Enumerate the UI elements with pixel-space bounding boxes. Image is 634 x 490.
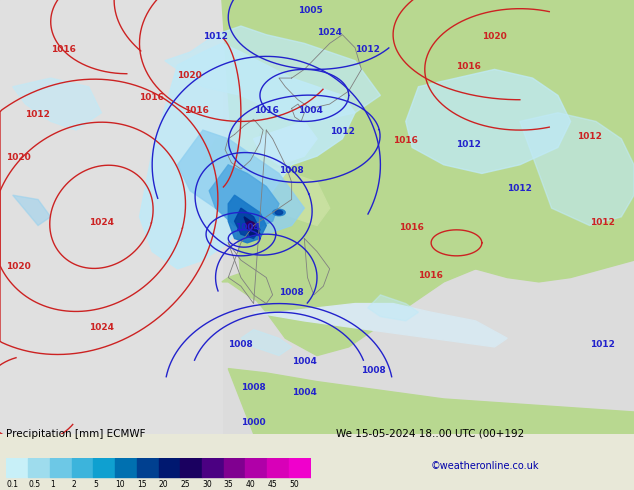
Text: 1024: 1024: [89, 322, 113, 332]
Text: 1008: 1008: [228, 340, 253, 349]
Polygon shape: [13, 195, 51, 225]
Text: 1004: 1004: [235, 223, 259, 232]
Text: 1008: 1008: [361, 366, 386, 375]
Bar: [72, 458, 93, 477]
Text: 1016: 1016: [418, 270, 443, 279]
Text: 1016: 1016: [51, 45, 75, 54]
Polygon shape: [165, 26, 380, 122]
Text: 1012: 1012: [577, 132, 602, 141]
Bar: [224, 458, 245, 477]
Text: 1020: 1020: [6, 262, 31, 271]
Text: 1012: 1012: [203, 32, 228, 41]
Polygon shape: [235, 208, 260, 239]
Polygon shape: [520, 113, 634, 225]
Text: 40: 40: [245, 480, 256, 489]
Text: 1020: 1020: [178, 71, 202, 80]
Ellipse shape: [273, 209, 285, 216]
Text: 25: 25: [180, 480, 190, 489]
Polygon shape: [279, 35, 361, 104]
Polygon shape: [178, 130, 304, 234]
Bar: [245, 458, 267, 477]
Text: 45: 45: [267, 480, 277, 489]
Text: 1020: 1020: [482, 32, 507, 41]
Bar: [137, 458, 158, 477]
Polygon shape: [203, 143, 228, 169]
Text: 1016: 1016: [139, 93, 164, 102]
Text: 1024: 1024: [317, 28, 342, 37]
Bar: [158, 458, 180, 477]
Bar: [28, 458, 50, 477]
Bar: [202, 458, 224, 477]
Text: 1016: 1016: [393, 136, 418, 145]
Polygon shape: [406, 70, 571, 173]
Text: Precipitation [mm] ECMWF: Precipitation [mm] ECMWF: [6, 429, 146, 439]
Text: 1016: 1016: [184, 106, 209, 115]
Text: 1004: 1004: [292, 357, 316, 366]
Ellipse shape: [246, 221, 255, 229]
Polygon shape: [139, 44, 355, 269]
Text: 1012: 1012: [330, 127, 354, 136]
Bar: [180, 458, 202, 477]
Polygon shape: [228, 195, 266, 243]
Polygon shape: [254, 122, 317, 165]
Polygon shape: [241, 330, 292, 356]
Text: 1000: 1000: [241, 418, 266, 427]
Text: 1008: 1008: [241, 383, 266, 392]
Text: 10: 10: [115, 480, 125, 489]
Polygon shape: [349, 260, 399, 312]
Text: 15: 15: [137, 480, 146, 489]
Bar: [6, 458, 28, 477]
Text: 1004: 1004: [292, 388, 316, 396]
Text: 0.5: 0.5: [28, 480, 40, 489]
Text: 5: 5: [93, 480, 98, 489]
Text: 1020: 1020: [6, 153, 31, 163]
Polygon shape: [254, 304, 507, 347]
Text: 1024: 1024: [89, 219, 113, 227]
Polygon shape: [368, 295, 418, 321]
Polygon shape: [412, 108, 634, 282]
Polygon shape: [222, 0, 634, 356]
Text: ©weatheronline.co.uk: ©weatheronline.co.uk: [431, 462, 540, 471]
Text: 1008: 1008: [279, 288, 304, 297]
Text: 1016: 1016: [399, 223, 424, 232]
Text: 1004: 1004: [298, 106, 323, 115]
Text: 1012: 1012: [355, 45, 380, 54]
Text: 50: 50: [289, 480, 299, 489]
Polygon shape: [254, 165, 330, 225]
Text: 20: 20: [158, 480, 168, 489]
Text: 1: 1: [50, 480, 55, 489]
Text: 1012: 1012: [590, 219, 614, 227]
Text: 1012: 1012: [456, 141, 481, 149]
Ellipse shape: [275, 210, 283, 215]
Text: 1012: 1012: [25, 110, 50, 119]
Polygon shape: [209, 122, 260, 173]
Polygon shape: [228, 368, 634, 434]
Bar: [267, 458, 289, 477]
Text: 2: 2: [72, 480, 76, 489]
Bar: [115, 458, 137, 477]
Polygon shape: [13, 78, 101, 130]
Text: 1016: 1016: [456, 62, 481, 72]
Text: 1005: 1005: [298, 6, 323, 15]
Text: We 15-05-2024 18..00 UTC (00+192: We 15-05-2024 18..00 UTC (00+192: [336, 429, 524, 439]
Text: 0.1: 0.1: [6, 480, 18, 489]
Text: 1012: 1012: [507, 184, 532, 193]
Polygon shape: [222, 269, 273, 304]
Bar: [0, 0, 222, 434]
Text: 1008: 1008: [279, 167, 304, 175]
Text: 35: 35: [224, 480, 233, 489]
Bar: [289, 458, 311, 477]
Text: 1016: 1016: [254, 106, 278, 115]
Polygon shape: [298, 251, 330, 291]
Polygon shape: [209, 165, 279, 230]
Text: 30: 30: [202, 480, 212, 489]
Text: 1012: 1012: [590, 340, 614, 349]
Bar: [93, 458, 115, 477]
Polygon shape: [244, 217, 260, 236]
Bar: [50, 458, 72, 477]
